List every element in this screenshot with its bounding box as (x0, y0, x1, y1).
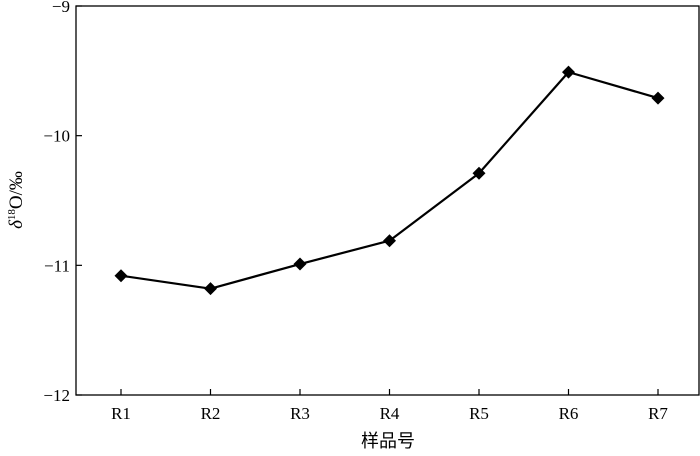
x-tick-label: R4 (380, 404, 400, 423)
x-tick-label: R1 (111, 404, 131, 423)
x-axis-title: 样品号 (361, 431, 415, 452)
y-axis-title: δ18O/‰ (6, 171, 27, 229)
data-point-marker (114, 269, 128, 283)
y-tick-label: −10 (43, 127, 70, 146)
y-axis-title-suffix: O/‰ (6, 171, 27, 209)
y-tick-label: −11 (44, 256, 70, 275)
y-axis-title-sup: 18 (6, 209, 18, 221)
x-tick-label: R7 (648, 404, 668, 423)
data-point-marker (562, 65, 575, 79)
data-point-marker (383, 234, 396, 248)
x-axis: R1 R2 R3 R4 R5 R6 R7 (111, 389, 668, 423)
y-axis: −9 −10 −11 −12 (43, 0, 82, 405)
data-point-marker (204, 282, 217, 296)
y-tick-label: −9 (52, 0, 70, 16)
data-point-marker (651, 91, 665, 105)
series-layer (114, 65, 665, 296)
x-tick-label: R3 (290, 404, 310, 423)
series-line (120, 71, 659, 290)
y-axis-title-prefix: δ (6, 219, 27, 229)
data-point-marker (472, 166, 486, 180)
plot-frame (75, 5, 700, 396)
x-tick-label: R6 (559, 404, 579, 423)
y-tick-label: −12 (43, 386, 70, 405)
data-point-marker (293, 257, 307, 271)
x-tick-label: R5 (469, 404, 489, 423)
x-tick-label: R2 (201, 404, 221, 423)
